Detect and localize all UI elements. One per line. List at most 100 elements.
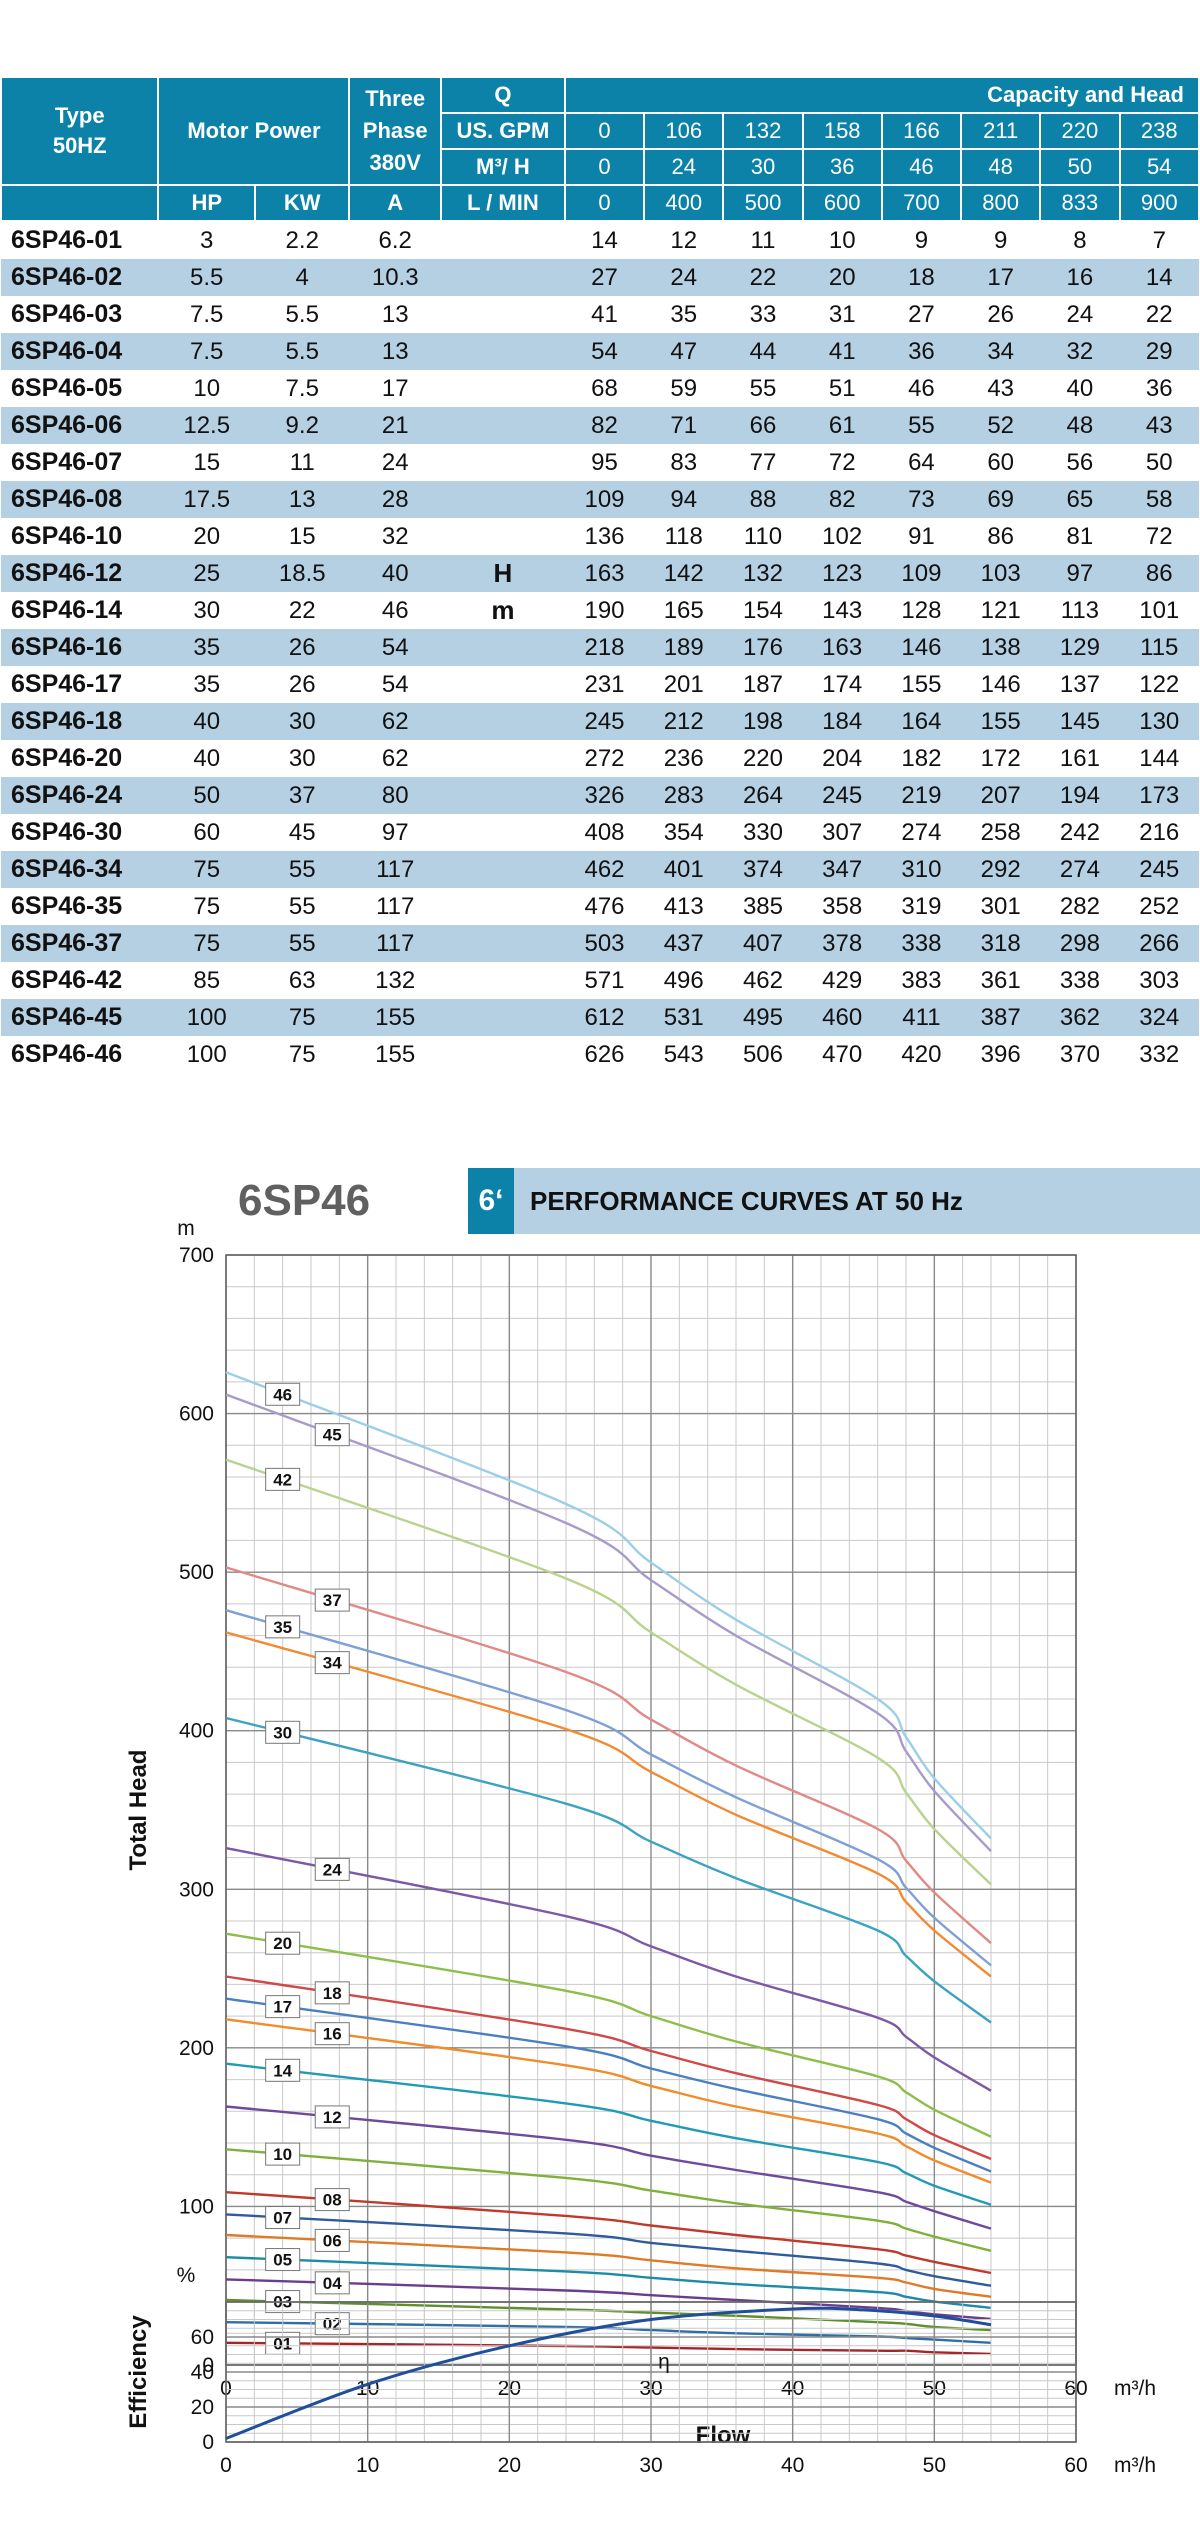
- y-unit-label: %: [177, 2264, 196, 2287]
- series-line: [225, 1609, 992, 1967]
- head-cell: 33: [723, 296, 803, 333]
- type-cell: 6SP46-06: [1, 407, 159, 444]
- unit-cell: [440, 851, 565, 888]
- y-tick-label: 700: [179, 1244, 214, 1267]
- head-cell: 43: [1119, 407, 1199, 444]
- amp-cell: 21: [349, 407, 441, 444]
- head-cell: 122: [1119, 666, 1199, 703]
- hp-cell: 85: [158, 962, 255, 999]
- series-label: 37: [323, 1591, 342, 1610]
- head-cell: 146: [881, 629, 962, 666]
- head-cell: 60: [961, 444, 1041, 481]
- head-cell: 245: [1119, 851, 1199, 888]
- head-cell: 11: [723, 221, 803, 259]
- head-cell: 82: [564, 407, 645, 444]
- y-tick-label: 300: [179, 1878, 214, 1901]
- head-cell: 155: [961, 703, 1041, 740]
- head-cell: 32: [1040, 333, 1120, 370]
- series-label: 30: [273, 1723, 292, 1742]
- series-line: [225, 1975, 992, 2161]
- m3h-value: 54: [1118, 148, 1200, 186]
- x-tick-label: 50: [923, 2454, 946, 2477]
- head-cell: 612: [564, 999, 645, 1036]
- head-cell: 274: [1040, 851, 1120, 888]
- head-cell: 274: [881, 814, 962, 851]
- lmin-value: 0: [563, 184, 646, 222]
- lmin-value: 800: [960, 184, 1042, 222]
- head-cell: 326: [564, 777, 645, 814]
- series-line: [225, 2018, 992, 2184]
- head-cell: 46: [881, 370, 962, 407]
- kw-cell: 55: [254, 851, 350, 888]
- hp-cell: 7.5: [158, 333, 255, 370]
- series-line: [225, 1371, 992, 1840]
- kw-cell: 30: [254, 740, 350, 777]
- unit-cell: [440, 518, 565, 555]
- type-cell: 6SP46-37: [1, 925, 159, 962]
- amp-cell: 10.3: [349, 259, 441, 296]
- head-cell: 14: [1119, 259, 1199, 296]
- head-cell: 22: [1119, 296, 1199, 333]
- head-cell: 144: [1119, 740, 1199, 777]
- gpm-value: 132: [722, 112, 804, 150]
- type-cell: 6SP46-03: [1, 296, 159, 333]
- head-cell: 138: [961, 629, 1041, 666]
- head-cell: 41: [802, 333, 882, 370]
- y-tick-label: 100: [179, 2195, 214, 2218]
- table-row: 6SP46-46 100 75 155 626 543 506 470 420 396 370 332: [1, 1036, 1199, 1073]
- series-label-box: [265, 2248, 301, 2272]
- head-cell: 72: [802, 444, 882, 481]
- head-cell: 86: [961, 518, 1041, 555]
- amp-cell: 62: [349, 740, 441, 777]
- table-row: 6SP46-10 20 15 32 136 118 110 102 91 86 81 72: [1, 518, 1199, 555]
- head-cell: 47: [644, 333, 724, 370]
- head-cell: 187: [723, 666, 803, 703]
- y-axis-label: Efficiency: [125, 2315, 152, 2429]
- head-cell: 242: [1040, 814, 1120, 851]
- unit-cell: [440, 407, 565, 444]
- m3h-value: 36: [801, 148, 883, 186]
- head-cell: 8: [1040, 221, 1120, 259]
- table-row: 6SP46-37 75 55 117 503 437 407 378 338 318 298 266: [1, 925, 1199, 962]
- head-cell: 129: [1040, 629, 1120, 666]
- y-tick-label: 40: [191, 2361, 214, 2384]
- amp-cell: 40: [349, 555, 441, 592]
- three-phase-header: Three Phase 380V: [348, 76, 442, 186]
- series-label-box: [314, 2228, 350, 2252]
- series-label: 18: [323, 1984, 342, 2003]
- head-cell: 81: [1040, 518, 1120, 555]
- head-cell: 319: [881, 888, 962, 925]
- head-cell: 12: [644, 221, 724, 259]
- unit-cell: [440, 666, 565, 703]
- head-cell: 220: [723, 740, 803, 777]
- head-cell: 55: [881, 407, 962, 444]
- series-line: [225, 1631, 992, 1978]
- motor-power-header: Motor Power: [157, 76, 351, 186]
- type-cell: 6SP46-01: [1, 221, 159, 259]
- kw-header: KW: [253, 184, 351, 222]
- type-cell: 6SP46-46: [1, 1036, 159, 1073]
- type-cell: 6SP46-17: [1, 666, 159, 703]
- head-cell: 65: [1040, 481, 1120, 518]
- head-cell: 54: [564, 333, 645, 370]
- series-line: [225, 2256, 992, 2310]
- type-cell: 6SP46-34: [1, 851, 159, 888]
- head-cell: 476: [564, 888, 645, 925]
- head-cell: 189: [644, 629, 724, 666]
- head-cell: 9: [961, 221, 1041, 259]
- series-line: [225, 1716, 992, 2024]
- type-cell: 6SP46-42: [1, 962, 159, 999]
- head-cell: 437: [644, 925, 724, 962]
- head-curve-chart: 0 10 20 30 40 50 600100200300400500600700m³/hm…: [125, 1217, 1156, 2449]
- head-cell: 330: [723, 814, 803, 851]
- amp-cell: 28: [349, 481, 441, 518]
- series-label: 06: [323, 2231, 342, 2250]
- amp-cell: 117: [349, 925, 441, 962]
- table-row: 6SP46-30 60 45 97 408 354 330 307 274 258 242 216: [1, 814, 1199, 851]
- series-label-box: [265, 1382, 301, 1406]
- series-label-box: [265, 2206, 301, 2230]
- lmin-value: 900: [1118, 184, 1200, 222]
- head-cell: 58: [1119, 481, 1199, 518]
- head-cell: 190: [564, 592, 645, 629]
- hp-cell: 20: [158, 518, 255, 555]
